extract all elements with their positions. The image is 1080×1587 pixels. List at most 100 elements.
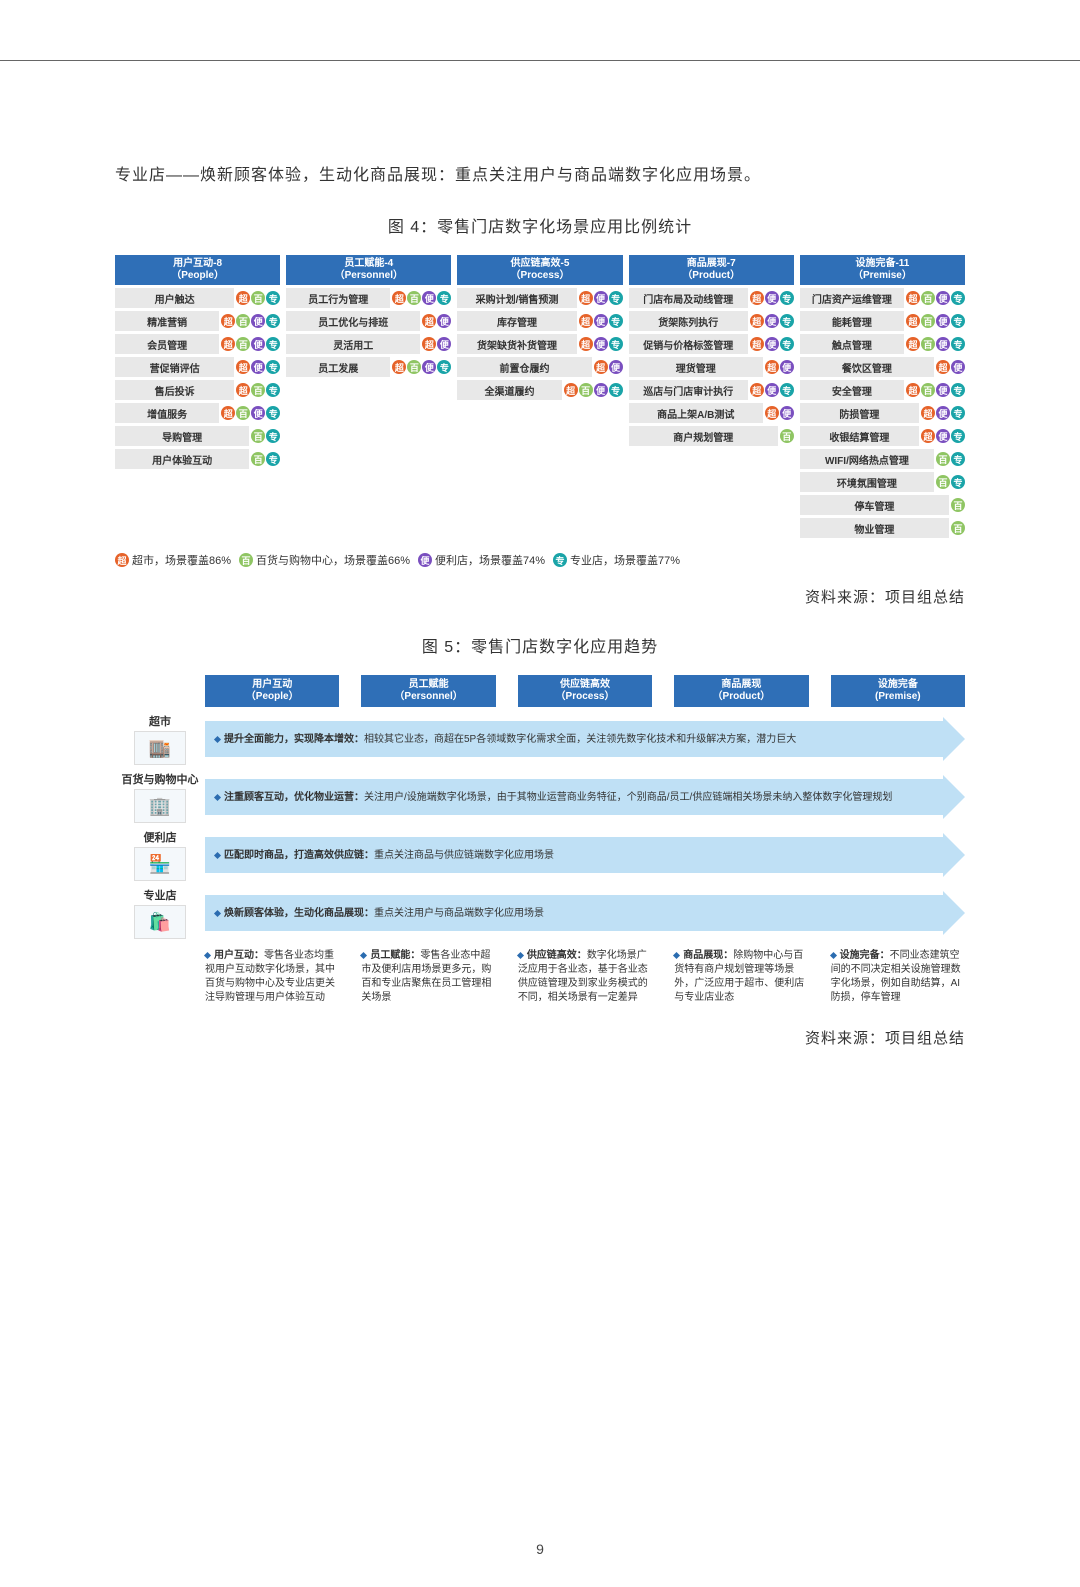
badge-zhuan: 专 bbox=[437, 291, 451, 305]
badge-bai: 百 bbox=[936, 452, 950, 466]
badge-chao: 超 bbox=[750, 314, 764, 328]
fig4-column-header: 用户互动-8（People） bbox=[115, 255, 280, 285]
badge-bai: 百 bbox=[251, 429, 265, 443]
fig4-row: 停车管理百 bbox=[800, 495, 965, 515]
fig4-badges: 超便专 bbox=[748, 380, 794, 400]
badge-bai: 百 bbox=[251, 383, 265, 397]
fig4-legend: 超超市，场景覆盖86%百百货与购物中心，场景覆盖66%便便利店，场景覆盖74%专… bbox=[115, 552, 965, 568]
badge-zhuan: 专 bbox=[951, 314, 965, 328]
badge-bian: 便 bbox=[422, 291, 436, 305]
fig4-badges: 超便 bbox=[763, 357, 794, 377]
fig4-cell-label: 用户触达 bbox=[115, 288, 234, 308]
fig4-cell-label: 触点管理 bbox=[800, 334, 904, 354]
badge-bai: 百 bbox=[921, 383, 935, 397]
fig4-cell-label: 前置仓履约 bbox=[457, 357, 591, 377]
badge-chao: 超 bbox=[221, 314, 235, 328]
badge-chao: 超 bbox=[594, 360, 608, 374]
badge-chao: 超 bbox=[236, 291, 250, 305]
fig4-cell-label: 门店资产运维管理 bbox=[800, 288, 904, 308]
badge-bian: 便 bbox=[594, 337, 608, 351]
fig5-bottom-cell: 商品展现：除购物中心与百货特有商户规划管理等场景外，广泛应用于超市、便利店与专业… bbox=[674, 949, 808, 1005]
badge-bai: 百 bbox=[407, 291, 421, 305]
badge-bian: 便 bbox=[422, 360, 436, 374]
fig5-row-label-text: 便利店 bbox=[144, 829, 177, 845]
badge-zhuan: 专 bbox=[609, 314, 623, 328]
badge-chao: 超 bbox=[392, 291, 406, 305]
badge-bian: 便 bbox=[418, 553, 432, 567]
fig4-row: 灵活用工超便 bbox=[286, 334, 451, 354]
badge-chao: 超 bbox=[392, 360, 406, 374]
fig4-cell-label: 员工发展 bbox=[286, 357, 390, 377]
fig4-cell-label: 货架陈列执行 bbox=[629, 311, 748, 331]
fig4-row: 用户体验互动百专 bbox=[115, 449, 280, 469]
fig4-badges: 超便 bbox=[420, 334, 451, 354]
fig5-row-label-text: 百货与购物中心 bbox=[122, 771, 199, 787]
badge-bai: 百 bbox=[579, 383, 593, 397]
badge-chao: 超 bbox=[936, 360, 950, 374]
badge-chao: 超 bbox=[115, 553, 129, 567]
fig4-column: 供应链高效-5（Process）采购计划/销售预测超便专库存管理超便专货架缺货补… bbox=[457, 255, 622, 538]
fig5-bottom-cell: 供应链高效：数字化场景广泛应用于各业态，基于各业态供应链管理及到家业务模式的不同… bbox=[518, 949, 652, 1005]
fig4-cell-label: WIFI/网络热点管理 bbox=[800, 449, 934, 469]
fig4-cell-label: 售后投诉 bbox=[115, 380, 234, 400]
fig4-badges: 超百专 bbox=[234, 380, 280, 400]
badge-chao: 超 bbox=[750, 291, 764, 305]
badge-chao: 超 bbox=[564, 383, 578, 397]
badge-bian: 便 bbox=[936, 383, 950, 397]
badge-zhuan: 专 bbox=[266, 383, 280, 397]
fig4-badges: 百专 bbox=[249, 426, 280, 446]
fig4-badges: 超百便专 bbox=[904, 380, 965, 400]
badge-zhuan: 专 bbox=[780, 337, 794, 351]
fig4-badges: 超便专 bbox=[748, 334, 794, 354]
fig5-column-header: 用户互动（People） bbox=[205, 675, 339, 707]
fig4-badges: 超便专 bbox=[577, 311, 623, 331]
badge-zhuan: 专 bbox=[266, 360, 280, 374]
fig5-bottom-cell: 用户互动：零售各业态均重视用户互动数字化场景，其中百货与购物中心及专业店更关注导… bbox=[205, 949, 339, 1005]
fig4-cell-label: 门店布局及动线管理 bbox=[629, 288, 748, 308]
fig4-row: 商品上架A/B测试超便 bbox=[629, 403, 794, 423]
fig5-row: 专业店🛍️焕新顾客体验，生动化商品展现：重点关注用户与商品端数字化应用场景 bbox=[115, 887, 965, 939]
fig4-cell-label: 环境氛围管理 bbox=[800, 472, 934, 492]
fig4-row: 用户触达超百专 bbox=[115, 288, 280, 308]
fig4-badges: 百 bbox=[949, 518, 965, 538]
badge-chao: 超 bbox=[236, 360, 250, 374]
fig4-row: 员工发展超百便专 bbox=[286, 357, 451, 377]
fig4-badges: 超百便专 bbox=[390, 357, 451, 377]
badge-bian: 便 bbox=[936, 406, 950, 420]
fig4-column-header: 供应链高效-5（Process） bbox=[457, 255, 622, 285]
fig4-row: 物业管理百 bbox=[800, 518, 965, 538]
fig4-badges: 超便专 bbox=[234, 357, 280, 377]
fig4-column-header: 员工赋能-4（Personnel） bbox=[286, 255, 451, 285]
badge-bian: 便 bbox=[594, 383, 608, 397]
fig4-row: 门店资产运维管理超百便专 bbox=[800, 288, 965, 308]
badge-zhuan: 专 bbox=[951, 429, 965, 443]
fig4-row: 采购计划/销售预测超便专 bbox=[457, 288, 622, 308]
fig4-cell-label: 商品上架A/B测试 bbox=[629, 403, 763, 423]
fig4-cell-label: 全渠道履约 bbox=[457, 380, 561, 400]
badge-chao: 超 bbox=[750, 383, 764, 397]
fig5-row-thumb: 🏪 bbox=[134, 847, 186, 881]
badge-zhuan: 专 bbox=[780, 383, 794, 397]
badge-bian: 便 bbox=[765, 314, 779, 328]
fig5-arrow: 提升全面能力，实现降本增效：相较其它业态，商超在5P各领域数字化需求全面，关注领… bbox=[205, 717, 965, 761]
fig4-badges: 超便 bbox=[763, 403, 794, 423]
badge-bian: 便 bbox=[951, 360, 965, 374]
badge-zhuan: 专 bbox=[266, 314, 280, 328]
badge-zhuan: 专 bbox=[553, 553, 567, 567]
fig5-row: 便利店 🏪 匹配即时商品，打造高效供应链：重点关注商品与供应链端数字化应用场景 bbox=[115, 829, 965, 881]
fig4-badges: 超百便专 bbox=[219, 311, 280, 331]
badge-zhuan: 专 bbox=[266, 429, 280, 443]
fig4-column-header: 设施完备-11（Premise） bbox=[800, 255, 965, 285]
badge-bian: 便 bbox=[437, 337, 451, 351]
fig4-column: 员工赋能-4（Personnel）员工行为管理超百便专员工优化与排班超便灵活用工… bbox=[286, 255, 451, 538]
fig4-row: 精准营销超百便专 bbox=[115, 311, 280, 331]
fig4-column-header: 商品展现-7（Product） bbox=[629, 255, 794, 285]
fig4-cell-label: 精准营销 bbox=[115, 311, 219, 331]
fig4-legend-item: 百百货与购物中心，场景覆盖66% bbox=[239, 552, 410, 568]
badge-bai: 百 bbox=[236, 337, 250, 351]
fig4-row: 收银结算管理超便专 bbox=[800, 426, 965, 446]
badge-bian: 便 bbox=[765, 291, 779, 305]
fig5-arrow-text: 匹配即时商品，打造高效供应链：重点关注商品与供应链端数字化应用场景 bbox=[205, 837, 947, 873]
fig4-cell-label: 餐饮区管理 bbox=[800, 357, 934, 377]
badge-bian: 便 bbox=[780, 360, 794, 374]
